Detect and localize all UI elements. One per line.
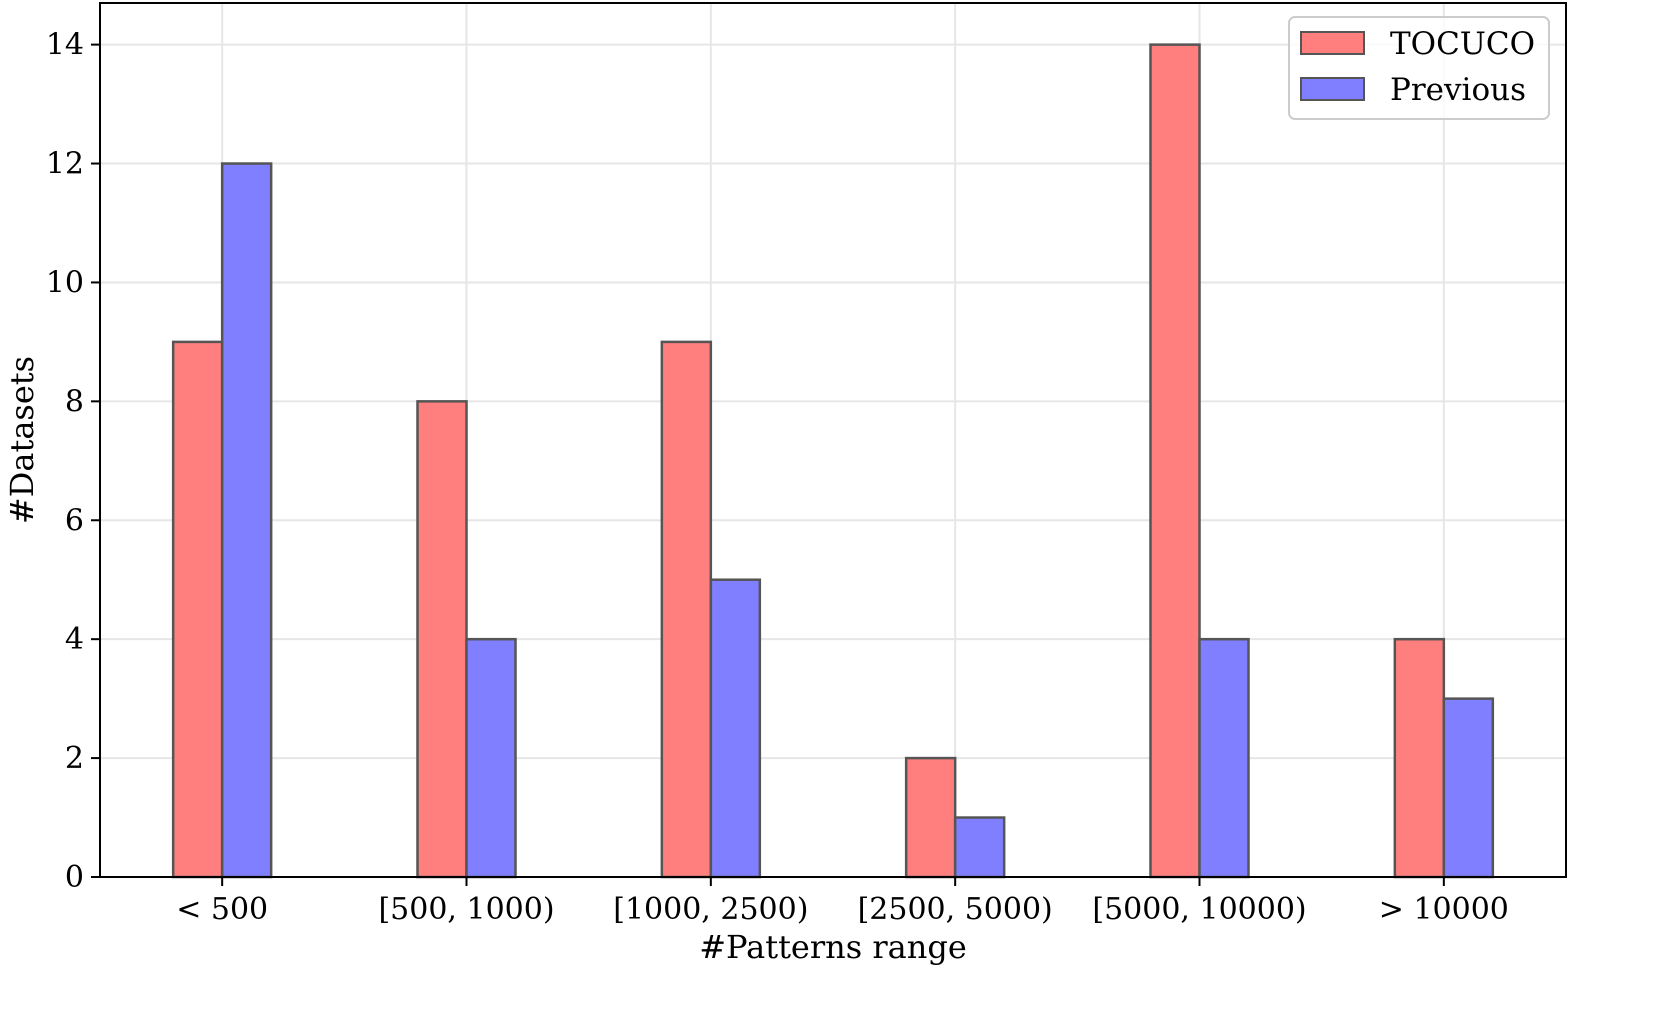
- legend: TOCUCO Previous: [1288, 16, 1550, 120]
- bars-layer: [171, 43, 1495, 879]
- legend-swatch-tocuco: [1300, 31, 1365, 55]
- y-tick-label: 0: [65, 860, 84, 895]
- x-axis-label: #Patterns range: [699, 928, 967, 966]
- y-tick-label: 6: [65, 503, 84, 538]
- legend-label-tocuco: TOCUCO: [1390, 26, 1535, 62]
- plot-frame: [99, 2, 1567, 878]
- x-tick-label: < 500: [176, 892, 268, 927]
- bar-tocuco-500-1000: [416, 400, 468, 879]
- bar-tocuco-2500-5000: [904, 756, 957, 879]
- y-tick-label: 8: [65, 384, 84, 419]
- bar-tocuco-500: [171, 340, 224, 879]
- x-tick-label: [5000, 10000): [1092, 892, 1306, 927]
- x-tick-label: > 10000: [1379, 892, 1509, 927]
- bar-tocuco-5000-10000: [1149, 43, 1201, 879]
- y-tick-label: 2: [65, 741, 84, 776]
- y-tick-label: 10: [46, 265, 84, 300]
- bar-tocuco-10000: [1393, 637, 1446, 879]
- bar-previous-500: [220, 162, 273, 879]
- legend-label-previous: Previous: [1390, 72, 1526, 108]
- y-tick-label: 4: [65, 622, 84, 657]
- x-tick-label: [500, 1000): [378, 892, 554, 927]
- bar-previous-10000: [1442, 697, 1495, 879]
- bar-tocuco-1000-2500: [660, 340, 713, 879]
- ticks-layer: 0 2 4 6 8 10 12 14 < 500 [500, 1000) [1000, 2500) […: [46, 28, 1509, 927]
- legend-swatch-previous: [1300, 77, 1365, 101]
- y-axis-label: #Datasets: [3, 356, 41, 524]
- bar-previous-1000-2500: [709, 578, 762, 879]
- y-tick-label: 14: [46, 28, 84, 63]
- x-tick-label: [1000, 2500): [613, 892, 808, 927]
- bar-previous-5000-10000: [1198, 637, 1250, 879]
- bar-previous-500-1000: [465, 637, 517, 879]
- bar-previous-2500-5000: [953, 816, 1006, 879]
- x-tick-label: [2500, 5000): [858, 892, 1053, 927]
- grid-layer: [100, 3, 1566, 878]
- y-tick-label: 12: [46, 147, 84, 182]
